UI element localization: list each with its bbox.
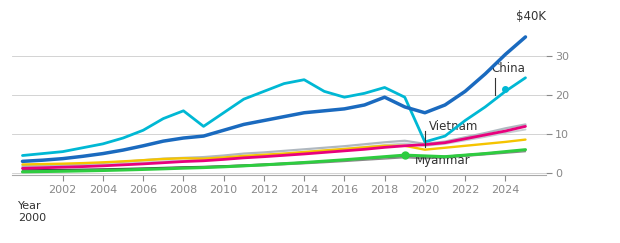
Text: $40K: $40K <box>516 10 546 23</box>
Text: Year
2000: Year 2000 <box>19 201 46 223</box>
Text: China: China <box>491 62 525 75</box>
Text: Myanmar: Myanmar <box>415 154 471 167</box>
Text: Vietnam: Vietnam <box>429 120 478 133</box>
